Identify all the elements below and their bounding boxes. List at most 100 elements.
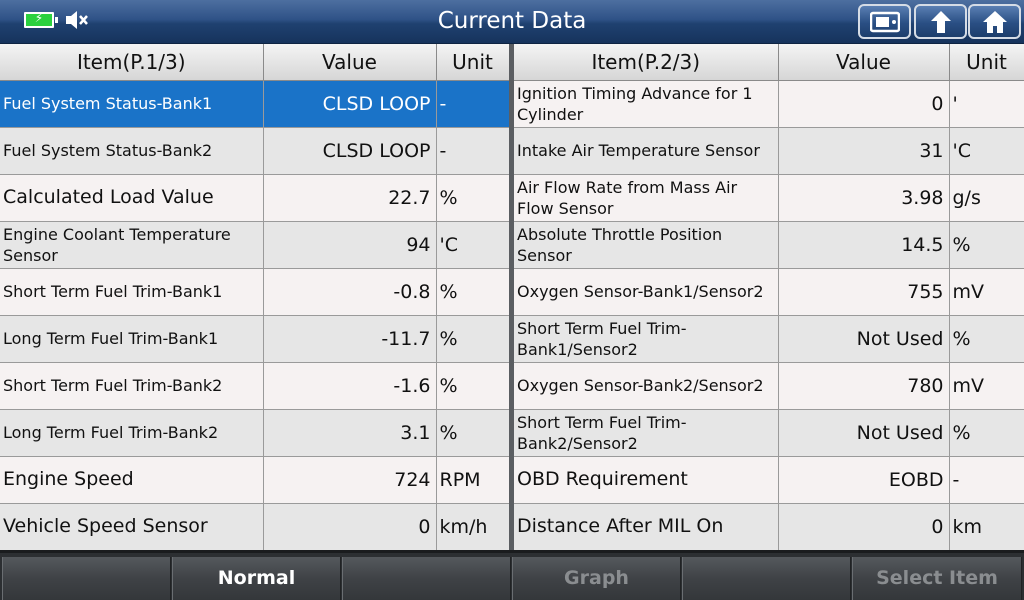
page-title: Current Data (437, 8, 587, 34)
table-row[interactable]: Engine Coolant Temperature Sensor 94 'C (0, 221, 510, 269)
table-row[interactable]: Ignition Timing Advance for 1 Cylinder 0… (514, 80, 1024, 128)
item-value: Not Used (778, 409, 950, 457)
empty-button-1[interactable] (2, 557, 171, 600)
item-unit: - (436, 127, 510, 175)
item-value: -1.6 (263, 362, 437, 410)
table-row[interactable]: Intake Air Temperature Sensor 31 'C (514, 127, 1024, 175)
item-name: OBD Requirement (514, 456, 779, 504)
item-unit: RPM (436, 456, 510, 504)
item-name: Short Term Fuel Trim-Bank1 (0, 268, 264, 316)
item-value: 0 (263, 503, 437, 551)
table-row[interactable]: OBD Requirement EOBD - (514, 456, 1024, 504)
item-name: Calculated Load Value (0, 174, 264, 222)
item-value: 94 (263, 221, 437, 269)
item-unit: 'C (949, 127, 1024, 175)
table-row[interactable]: Calculated Load Value 22.7 % (0, 174, 510, 222)
item-unit: 'C (436, 221, 510, 269)
normal-button[interactable]: Normal (172, 557, 341, 600)
battery-charging-icon: ⚡ (24, 11, 58, 28)
column-header-unit: Unit (949, 44, 1024, 81)
item-name: Fuel System Status-Bank1 (0, 80, 264, 128)
item-name: Distance After MIL On (514, 503, 779, 551)
item-value: Not Used (778, 315, 950, 363)
item-unit: % (436, 409, 510, 457)
item-value: 0 (778, 80, 950, 128)
item-unit: - (436, 80, 510, 128)
item-value: 780 (778, 362, 950, 410)
graph-button[interactable]: Graph (512, 557, 681, 600)
item-name: Ignition Timing Advance for 1 Cylinder (514, 80, 779, 128)
item-name: Intake Air Temperature Sensor (514, 127, 779, 175)
item-unit: mV (949, 268, 1024, 316)
select-item-button[interactable]: Select Item (852, 557, 1022, 600)
column-header-item[interactable]: Item(P.2/3) (514, 44, 779, 81)
column-header-value: Value (263, 44, 437, 81)
title-bar: ⚡ Current Data (0, 0, 1024, 44)
table-row[interactable]: Distance After MIL On 0 km (514, 503, 1024, 551)
column-header-unit: Unit (436, 44, 510, 81)
item-value: 3.1 (263, 409, 437, 457)
item-unit: % (436, 315, 510, 363)
empty-button-2[interactable] (342, 557, 511, 600)
item-value: 31 (778, 127, 950, 175)
screenshot-button[interactable] (858, 4, 911, 39)
item-unit: km/h (436, 503, 510, 551)
item-name: Engine Coolant Temperature Sensor (0, 221, 264, 269)
item-unit: % (949, 409, 1024, 457)
item-unit: - (949, 456, 1024, 504)
item-value: -11.7 (263, 315, 437, 363)
table-row[interactable]: Short Term Fuel Trim-Bank1/Sensor2 Not U… (514, 315, 1024, 363)
item-unit: ' (949, 80, 1024, 128)
item-value: CLSD LOOP (263, 127, 437, 175)
column-header-item[interactable]: Item(P.1/3) (0, 44, 264, 81)
table-row[interactable]: Fuel System Status-Bank2 CLSD LOOP - (0, 127, 510, 175)
table-row[interactable]: Oxygen Sensor-Bank2/Sensor2 780 mV (514, 362, 1024, 410)
item-unit: km (949, 503, 1024, 551)
table-row[interactable]: Vehicle Speed Sensor 0 km/h (0, 503, 510, 551)
screenshot-icon (869, 11, 900, 32)
item-value: 724 (263, 456, 437, 504)
item-name: Long Term Fuel Trim-Bank1 (0, 315, 264, 363)
item-unit: % (949, 221, 1024, 269)
item-unit: % (949, 315, 1024, 363)
data-table-page-2: Item(P.2/3) Value Unit Ignition Timing A… (514, 44, 1024, 551)
item-unit: % (436, 362, 510, 410)
item-value: 22.7 (263, 174, 437, 222)
table-row[interactable]: Oxygen Sensor-Bank1/Sensor2 755 mV (514, 268, 1024, 316)
item-name: Short Term Fuel Trim-Bank2/Sensor2 (514, 409, 779, 457)
item-name: Air Flow Rate from Mass Air Flow Sensor (514, 174, 779, 222)
item-value: EOBD (778, 456, 950, 504)
item-value: 0 (778, 503, 950, 551)
empty-button-3[interactable] (682, 557, 851, 600)
home-button[interactable] (968, 4, 1021, 39)
table-row[interactable]: Long Term Fuel Trim-Bank1 -11.7 % (0, 315, 510, 363)
back-button[interactable] (914, 4, 967, 39)
item-name: Oxygen Sensor-Bank1/Sensor2 (514, 268, 779, 316)
item-unit: g/s (949, 174, 1024, 222)
item-name: Vehicle Speed Sensor (0, 503, 264, 551)
table-row[interactable]: Short Term Fuel Trim-Bank2/Sensor2 Not U… (514, 409, 1024, 457)
item-value: 3.98 (778, 174, 950, 222)
item-name: Short Term Fuel Trim-Bank1/Sensor2 (514, 315, 779, 363)
item-name: Long Term Fuel Trim-Bank2 (0, 409, 264, 457)
item-unit: % (436, 268, 510, 316)
item-value: 755 (778, 268, 950, 316)
table-row[interactable]: Long Term Fuel Trim-Bank2 3.1 % (0, 409, 510, 457)
item-name: Fuel System Status-Bank2 (0, 127, 264, 175)
table-row[interactable]: Absolute Throttle Position Sensor 14.5 % (514, 221, 1024, 269)
table-row[interactable]: Short Term Fuel Trim-Bank2 -1.6 % (0, 362, 510, 410)
home-icon (982, 10, 1007, 33)
table-row[interactable]: Fuel System Status-Bank1 CLSD LOOP - (0, 80, 510, 128)
item-unit: % (436, 174, 510, 222)
item-name: Short Term Fuel Trim-Bank2 (0, 362, 264, 410)
item-name: Oxygen Sensor-Bank2/Sensor2 (514, 362, 779, 410)
data-table-page-1: Item(P.1/3) Value Unit Fuel System Statu… (0, 44, 510, 551)
speaker-muted-icon (66, 11, 88, 29)
table-row[interactable]: Air Flow Rate from Mass Air Flow Sensor … (514, 174, 1024, 222)
item-name: Absolute Throttle Position Sensor (514, 221, 779, 269)
item-unit: mV (949, 362, 1024, 410)
table-row[interactable]: Engine Speed 724 RPM (0, 456, 510, 504)
item-value: -0.8 (263, 268, 437, 316)
table-row[interactable]: Short Term Fuel Trim-Bank1 -0.8 % (0, 268, 510, 316)
bottom-toolbar: Normal Graph Select Item (0, 550, 1024, 600)
